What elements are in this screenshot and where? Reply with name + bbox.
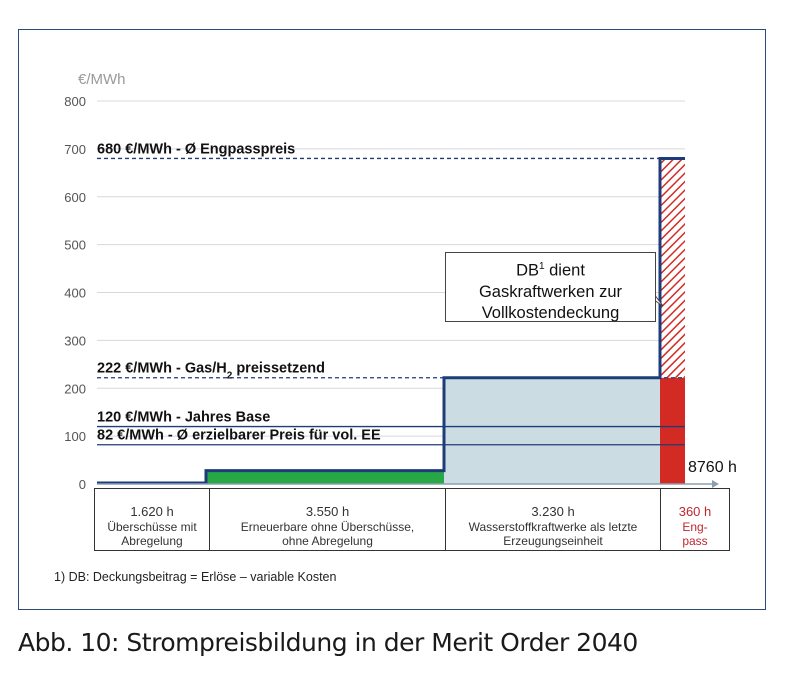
x-end-label: 8760 h <box>688 459 737 476</box>
fill-bottleneck-hatched <box>660 158 685 378</box>
segment-label-2: ohne Abregelung <box>282 534 373 548</box>
segment-hours: 3.550 h <box>305 504 350 519</box>
reference-label: 82 €/MWh - Ø erzielbarer Preis für vol. … <box>97 428 381 444</box>
segment-hours: 360 h <box>678 504 712 519</box>
figure-frame <box>18 29 766 610</box>
segment-hours: 1.620 h <box>130 504 174 519</box>
y-tick-label: 0 <box>79 477 86 492</box>
segment-hydrogen-plants: 3.230 h Wasserstoffkraftwerke als letzte… <box>445 488 661 551</box>
y-tick-label: 600 <box>64 190 86 205</box>
segment-label-2: pass <box>682 534 708 548</box>
db-callout-box: DB1 dient Gaskraftwerken zur Vollkostend… <box>445 252 656 322</box>
fill-layer <box>206 158 685 484</box>
segment-label-1: Eng- <box>682 520 708 534</box>
callout-superscript: 1 <box>538 261 545 272</box>
fill-renewables <box>206 470 444 484</box>
callout-pointer <box>653 293 664 307</box>
y-tick-label: 300 <box>64 333 86 348</box>
fill-hydrogen <box>444 377 660 484</box>
segment-label-1: Wasserstoffkraftwerke als letzte <box>468 520 638 534</box>
segment-label-2: Abregelung <box>121 534 183 548</box>
merit-order-step-line <box>97 156 685 485</box>
reference-label: 680 €/MWh - Ø Engpasspreis <box>97 141 295 157</box>
callout-line3: Vollkostendeckung <box>481 303 620 322</box>
segment-renewables: 3.550 h Erneuerbare ohne Überschüsse, oh… <box>209 488 446 551</box>
callout-line2: Gaskraftwerken zur <box>478 282 623 301</box>
y-tick-label: 800 <box>64 94 86 109</box>
reference-label: 120 €/MWh - Jahres Base <box>97 410 270 426</box>
y-tick-label: 200 <box>64 381 86 396</box>
x-axis-arrow <box>712 480 719 488</box>
axis-layer: 0 100 200 300 400 500 600 700 800 8760 h <box>64 94 737 492</box>
callout-db: DB <box>516 261 539 280</box>
reference-lines-layer: 680 €/MWh - Ø Engpasspreis 222 €/MWh - Ga… <box>97 141 685 446</box>
reference-label: 222 €/MWh - Gas/H2 preissetzend <box>97 361 325 382</box>
step-line-layer <box>97 156 685 485</box>
callout-line1-rest: dient <box>544 261 585 280</box>
segment-surplus: 1.620 h Überschüsse mit Abregelung <box>94 488 210 551</box>
y-tick-label: 100 <box>64 429 86 444</box>
segment-hours: 3.230 h <box>531 504 575 519</box>
segment-label-1: Überschüsse mit <box>107 520 197 534</box>
y-tick-label: 700 <box>64 142 86 157</box>
footnote: 1) DB: Deckungsbeitrag = Erlöse – variab… <box>54 570 337 584</box>
figure-caption: Abb. 10: Strompreisbildung in der Merit … <box>18 628 638 657</box>
y-tick-label: 500 <box>64 238 86 253</box>
y-axis-unit-label: €/MWh <box>78 71 126 88</box>
segment-label-1: Erneuerbare ohne Überschüsse, <box>240 520 415 534</box>
segment-label-2: Erzeugungseinheit <box>503 534 603 548</box>
segment-bottleneck: 360 h Eng- pass <box>660 488 730 551</box>
y-tick-label: 400 <box>64 286 86 301</box>
fill-bottleneck-solid <box>660 377 685 484</box>
